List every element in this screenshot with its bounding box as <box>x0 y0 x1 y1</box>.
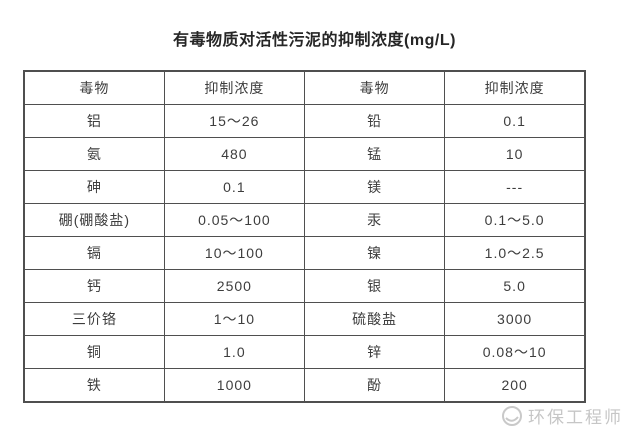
concentration-cell: 1.0～2.5 <box>444 236 586 270</box>
concentration-cell: 5.0 <box>444 269 586 303</box>
toxicity-table: 毒物 抑制浓度 毒物 抑制浓度 铝 15～26 铅 0.1 氨 480 锰 10… <box>23 70 586 403</box>
concentration-cell: 1.0 <box>163 335 306 369</box>
concentration-cell: 0.1～5.0 <box>444 203 586 237</box>
concentration-cell: --- <box>444 170 586 204</box>
concentration-cell: 10～100 <box>163 236 306 270</box>
concentration-cell: 0.08～10 <box>444 335 586 369</box>
table-row: 镉 10～100 镍 1.0～2.5 <box>23 236 586 270</box>
toxin-cell: 镁 <box>303 170 446 204</box>
toxin-cell: 铜 <box>23 335 165 369</box>
toxin-cell: 酚 <box>303 368 446 403</box>
toxin-cell: 钙 <box>23 269 165 303</box>
column-header-concentration-2: 抑制浓度 <box>444 70 586 105</box>
concentration-cell: 2500 <box>163 269 306 303</box>
page-title: 有毒物质对活性污泥的抑制浓度(mg/L) <box>173 32 456 49</box>
concentration-cell: 3000 <box>444 302 586 336</box>
toxin-cell: 铝 <box>23 104 165 138</box>
table-row: 钙 2500 银 5.0 <box>23 269 586 303</box>
toxin-cell: 砷 <box>23 170 165 204</box>
concentration-cell: 0.1 <box>444 104 586 138</box>
concentration-cell: 15～26 <box>163 104 306 138</box>
column-header-concentration-1: 抑制浓度 <box>163 70 306 105</box>
toxin-cell: 镉 <box>23 236 165 270</box>
concentration-cell: 1～10 <box>163 302 306 336</box>
table-row: 砷 0.1 镁 --- <box>23 170 586 204</box>
toxin-cell: 硼(硼酸盐) <box>23 203 165 237</box>
toxin-cell: 锌 <box>303 335 446 369</box>
concentration-cell: 200 <box>444 368 586 403</box>
watermark: 环保工程师 <box>501 403 623 428</box>
table-row: 硼(硼酸盐) 0.05～100 汞 0.1～5.0 <box>23 203 586 237</box>
column-header-toxin-2: 毒物 <box>303 70 446 105</box>
toxin-cell: 银 <box>303 269 446 303</box>
concentration-cell: 1000 <box>163 368 306 403</box>
table-row: 氨 480 锰 10 <box>23 137 586 171</box>
concentration-cell: 10 <box>444 137 586 171</box>
table-row: 铁 1000 酚 200 <box>23 368 586 403</box>
concentration-cell: 0.05～100 <box>163 203 306 237</box>
logo-circle-icon <box>501 405 523 427</box>
table-row: 三价铬 1～10 硫酸盐 3000 <box>23 302 586 336</box>
column-header-toxin-1: 毒物 <box>23 70 165 105</box>
toxin-cell: 铁 <box>23 368 165 403</box>
watermark-label: 环保工程师 <box>528 408 623 427</box>
toxin-cell: 铅 <box>303 104 446 138</box>
toxin-cell: 硫酸盐 <box>303 302 446 336</box>
toxin-cell: 锰 <box>303 137 446 171</box>
table-header-row: 毒物 抑制浓度 毒物 抑制浓度 <box>23 70 586 105</box>
table-row: 铝 15～26 铅 0.1 <box>23 104 586 138</box>
toxin-cell: 三价铬 <box>23 302 165 336</box>
toxin-cell: 汞 <box>303 203 446 237</box>
toxin-cell: 镍 <box>303 236 446 270</box>
concentration-cell: 480 <box>163 137 306 171</box>
toxin-cell: 氨 <box>23 137 165 171</box>
table-row: 铜 1.0 锌 0.08～10 <box>23 335 586 369</box>
concentration-cell: 0.1 <box>163 170 306 204</box>
